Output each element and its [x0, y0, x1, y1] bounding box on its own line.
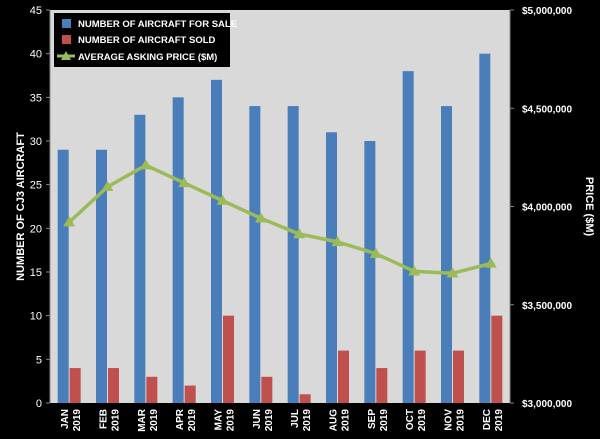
plot-area [50, 10, 510, 403]
bar-aircraft-sold [453, 350, 464, 403]
x-tick-label-month: JUL [290, 409, 301, 428]
price-marker [139, 159, 152, 170]
bar-aircraft-sold [184, 385, 196, 403]
bar-aircraft-sold [376, 368, 388, 403]
y-tick-label: 25 [30, 180, 42, 192]
legend-marker-price [61, 51, 71, 60]
y2-tick-label: $3,500,000 [522, 301, 572, 312]
price-marker [101, 180, 114, 192]
x-tick-label-month: DEC [482, 409, 493, 430]
x-tick-label-month: OCT [405, 409, 416, 430]
x-tick-label-year: 2019 [341, 409, 352, 432]
legend-swatch-for-sale [62, 19, 71, 28]
bar-aircraft-sold [223, 315, 234, 403]
x-tick-label-month: MAR [137, 408, 148, 432]
price-marker [331, 235, 344, 247]
price-marker [408, 265, 421, 276]
y2-tick-label: $4,000,000 [522, 203, 572, 214]
y-tick-label: 20 [30, 223, 42, 235]
price-marker [293, 228, 306, 239]
y-tick-label: 5 [36, 354, 42, 366]
bar-aircraft-sold [146, 376, 158, 403]
bar-aircraft-sold [108, 368, 119, 403]
x-tick-label-year: 2019 [187, 409, 198, 432]
x-tick-label-year: 2019 [111, 409, 122, 432]
x-tick-label-month: MAY [214, 409, 225, 431]
y-tick-label: 35 [30, 92, 42, 104]
x-tick-label-month: JAN [60, 409, 71, 429]
y-tick-label: 45 [30, 5, 42, 17]
y-tick-label: 10 [30, 311, 42, 323]
bar-aircraft-for-sale [441, 106, 452, 404]
x-tick-label-year: 2019 [226, 409, 237, 432]
x-tick-label-month: AUG [329, 409, 340, 431]
x-tick-label-month: NOV [444, 409, 455, 431]
bar-aircraft-for-sale [172, 97, 184, 403]
y2-tick-label: $5,000,000 [522, 6, 572, 17]
bar-aircraft-for-sale [211, 79, 222, 403]
y-tick-label: 0 [36, 398, 42, 410]
x-tick-label-year: 2019 [456, 409, 467, 432]
bar-aircraft-sold [299, 394, 311, 403]
bar-aircraft-for-sale [287, 106, 299, 404]
bar-aircraft-for-sale [249, 106, 261, 404]
bar-aircraft-sold [69, 368, 81, 403]
y2-axis-title: PRICE ($M) [583, 177, 595, 237]
x-tick-label-year: 2019 [494, 409, 505, 432]
price-line [67, 163, 492, 276]
bar-aircraft-sold [491, 315, 503, 403]
price-marker [216, 194, 229, 205]
x-tick-label-year: 2019 [417, 409, 428, 432]
y-tick-label: 30 [30, 136, 42, 148]
legend-box [54, 13, 230, 67]
x-tick-label-year: 2019 [379, 409, 390, 432]
price-marker [178, 176, 191, 188]
x-tick-label-year: 2019 [264, 409, 275, 432]
bar-aircraft-sold [414, 350, 426, 403]
x-tick-label-year: 2019 [72, 409, 83, 432]
legend-swatch-sold [62, 35, 71, 44]
x-tick-label-year: 2019 [149, 409, 160, 432]
bar-aircraft-for-sale [57, 149, 69, 403]
legend-label-price: AVERAGE ASKING PRICE ($M) [78, 52, 217, 63]
legend-label-sold: NUMBER OF AIRCRAFT SOLD [78, 35, 216, 46]
bar-aircraft-for-sale [96, 149, 107, 403]
x-tick-label-month: JUN [252, 409, 263, 429]
bar-aircraft-sold [261, 376, 273, 403]
price-marker [369, 247, 382, 258]
x-tick-label-month: SEP [367, 409, 378, 429]
y2-tick-label: $4,500,000 [522, 104, 572, 115]
price-marker [484, 257, 497, 268]
bar-aircraft-sold [338, 350, 349, 403]
y-tick-label: 15 [30, 267, 42, 279]
bar-aircraft-for-sale [134, 114, 146, 404]
y2-tick-label: $3,000,000 [522, 399, 572, 410]
y-axis-title: NUMBER OF CJ3 AIRCRAFT [15, 132, 27, 281]
bar-aircraft-for-sale [326, 132, 337, 403]
price-marker [446, 267, 459, 278]
bar-aircraft-for-sale [402, 71, 414, 403]
x-tick-label-year: 2019 [302, 409, 313, 432]
bar-aircraft-for-sale [364, 141, 376, 403]
x-tick-label-month: FEB [99, 409, 110, 429]
price-marker [63, 216, 76, 227]
x-tick-label-month: APR [175, 408, 186, 430]
bar-aircraft-for-sale [479, 53, 491, 404]
y-tick-label: 40 [30, 49, 42, 61]
legend-label-for-sale: NUMBER OF AIRCRAFT FOR SALE [78, 19, 237, 30]
price-marker [254, 212, 267, 223]
